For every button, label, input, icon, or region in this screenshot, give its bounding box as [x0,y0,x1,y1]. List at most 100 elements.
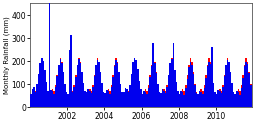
Bar [118,72,119,107]
Bar [81,72,83,107]
Bar [166,85,167,107]
Bar [237,89,238,107]
Bar [221,87,223,107]
Bar [64,84,66,107]
Bar [153,62,155,107]
Bar [86,92,87,107]
Bar [59,59,61,107]
Bar [110,85,112,107]
Bar [141,93,142,107]
Bar [33,87,35,107]
Bar [116,63,118,107]
Bar [127,91,129,107]
Bar [147,88,149,107]
Bar [95,65,96,107]
Bar [83,84,84,107]
Bar [89,89,90,107]
Bar [126,89,127,107]
Bar [42,62,44,107]
Bar [169,65,170,107]
Bar [75,77,76,107]
Bar [172,62,173,107]
Bar [209,62,211,107]
Bar [138,81,139,107]
Bar [132,65,133,107]
Bar [200,92,201,107]
Bar [92,85,93,107]
Bar [67,94,69,107]
Bar [232,92,234,107]
Bar [167,75,169,107]
Bar [243,66,244,107]
Bar [147,85,149,107]
Bar [127,92,129,107]
Bar [217,92,218,107]
Bar [201,91,203,107]
Bar [62,72,64,107]
Bar [35,92,36,107]
Bar [116,62,118,107]
Bar [99,72,101,107]
Bar [235,92,237,107]
Bar [90,93,92,107]
Bar [52,89,53,107]
Bar [164,93,166,107]
Bar [220,91,221,107]
Bar [66,92,67,107]
Bar [95,65,96,107]
Bar [107,91,109,107]
Bar [136,72,138,107]
Bar [72,91,73,107]
Bar [178,94,180,107]
Bar [47,91,49,107]
Bar [246,62,247,107]
Bar [155,73,156,107]
Bar [183,91,184,107]
Bar [183,95,184,107]
Bar [44,72,45,107]
Bar [119,84,121,107]
Bar [69,50,70,107]
Bar [226,58,227,107]
Bar [98,62,99,107]
Bar [130,75,132,107]
Bar [73,85,75,107]
Bar [218,89,220,107]
Bar [161,89,163,107]
Bar [206,66,207,107]
Bar [227,62,229,107]
Bar [55,85,56,107]
Bar [215,95,217,107]
Bar [33,89,35,107]
Bar [190,65,192,107]
Bar [45,82,47,107]
Bar [152,58,153,107]
Bar [30,93,31,107]
Bar [197,95,198,107]
Bar [156,84,158,107]
Bar [62,72,64,107]
Bar [52,91,53,107]
Bar [244,58,246,107]
Bar [223,75,224,107]
Bar [58,65,59,107]
Bar [49,95,50,107]
Bar [203,88,204,107]
Bar [204,78,206,107]
Bar [121,92,122,107]
Bar [152,43,153,107]
Bar [250,47,252,107]
Bar [129,85,130,107]
Bar [230,83,232,107]
Bar [118,72,119,107]
Bar [224,65,226,107]
Bar [124,88,126,107]
Bar [150,66,152,107]
Bar [181,92,183,107]
Bar [144,89,146,107]
Bar [75,75,76,107]
Bar [53,91,55,107]
Bar [99,72,101,107]
Bar [180,92,181,107]
Bar [194,85,195,107]
